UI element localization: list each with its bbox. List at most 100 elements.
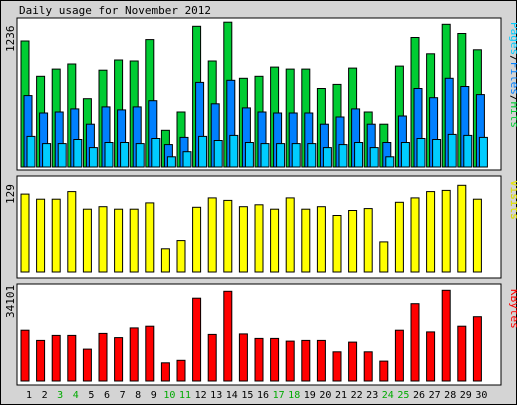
kbytes-bar [379, 360, 389, 382]
kbytes-bar [67, 334, 77, 382]
kbytes-bar [51, 334, 61, 382]
pages-bar [385, 156, 395, 168]
kbytes-bar [426, 331, 436, 382]
kbytes-bar [207, 333, 217, 382]
visits-bar [394, 201, 404, 273]
visits-bar [223, 199, 233, 273]
visits-bar [20, 193, 30, 273]
kbytes-bar [457, 325, 467, 382]
visits-bar [160, 248, 170, 273]
kbytes-bar [129, 327, 139, 382]
x-tick-label: 19 [304, 390, 316, 401]
visits-bar [114, 208, 124, 273]
kbytes-bar [301, 339, 311, 382]
x-tick-label: 1 [26, 390, 32, 401]
kbytes-bar [145, 325, 155, 382]
kbytes-bar [254, 337, 264, 382]
x-tick-label: 3 [57, 390, 63, 401]
pages-bar [229, 134, 239, 168]
kbytes-bar [223, 290, 233, 382]
visits-legend: Visits [508, 180, 517, 220]
visits-bar [441, 189, 451, 273]
pages-bar [307, 143, 317, 168]
pages-bar [120, 142, 130, 168]
pages-bar [198, 135, 208, 168]
x-tick-label: 26 [413, 390, 425, 401]
visits-bar [98, 206, 108, 273]
legend-sep-1: / [508, 55, 517, 62]
pages-bar [244, 142, 254, 168]
pages-bar [416, 138, 426, 168]
kbytes-legend: KBytes [508, 289, 517, 329]
x-tick-label: 12 [195, 390, 207, 401]
kbytes-bar [363, 351, 373, 382]
x-tick-label: 13 [210, 390, 222, 401]
visits-bar [348, 210, 358, 273]
pages-bar [166, 156, 176, 168]
hits-legend: Pages/Files/Hits [508, 22, 517, 128]
legend-sep-2: / [508, 95, 517, 102]
x-tick-label: 11 [179, 390, 191, 401]
kbytes-bar [441, 289, 451, 382]
visits-max-label: 129 [4, 184, 17, 204]
kbytes-bar [348, 341, 358, 382]
kbytes-bar [160, 362, 170, 382]
visits-bar [363, 208, 373, 273]
x-tick-label: 18 [288, 390, 300, 401]
kbytes-bar [285, 340, 295, 382]
x-tick-label: 17 [273, 390, 285, 401]
visits-bar [207, 197, 217, 273]
x-tick-label: 25 [397, 390, 409, 401]
visits-bar [301, 208, 311, 273]
visits-bar [192, 206, 202, 273]
kbytes-bar [238, 333, 248, 382]
kbytes-bar [332, 351, 342, 382]
legend-files: Files [508, 62, 517, 95]
kbytes-bar [316, 339, 326, 382]
visits-bar [270, 208, 280, 273]
x-tick-label: 7 [120, 390, 126, 401]
chart-title: Daily usage for November 2012 [19, 4, 212, 17]
visits-bar [410, 197, 420, 273]
pages-bar [135, 143, 145, 168]
pages-bar [260, 143, 270, 168]
pages-bar [26, 135, 36, 168]
x-tick-label: 24 [382, 390, 394, 401]
kbytes-bar [410, 303, 420, 382]
pages-bar [322, 147, 332, 168]
legend-hits: Hits [508, 102, 517, 129]
x-tick-label: 8 [135, 390, 141, 401]
visits-bar [285, 197, 295, 273]
visits-bar [36, 198, 46, 273]
pages-bar [88, 147, 98, 168]
pages-bar [42, 143, 52, 168]
pages-bar [432, 139, 442, 168]
x-tick-label: 5 [88, 390, 94, 401]
kbytes-bar [36, 339, 46, 382]
visits-bar [426, 191, 436, 273]
hits-max-label: 1236 [4, 26, 17, 53]
visits-bar [129, 208, 139, 273]
kbytes-bar [82, 348, 92, 382]
kbytes-bar [98, 332, 108, 382]
x-tick-label: 6 [104, 390, 110, 401]
pages-bar [73, 139, 83, 168]
kbytes-bar [114, 337, 124, 382]
x-tick-label: 21 [335, 390, 347, 401]
kbytes-bar [176, 359, 186, 382]
x-tick-label: 15 [241, 390, 253, 401]
pages-bar [478, 136, 488, 168]
x-tick-label: 14 [226, 390, 238, 401]
visits-bar [82, 208, 92, 273]
pages-bar [354, 142, 364, 168]
pages-bar [291, 143, 301, 168]
visits-bar [379, 241, 389, 273]
x-tick-label: 23 [366, 390, 378, 401]
visits-bar [176, 240, 186, 273]
visits-bar [254, 204, 264, 273]
x-tick-label: 30 [475, 390, 487, 401]
x-tick-label: 28 [444, 390, 456, 401]
visits-bar [316, 206, 326, 273]
pages-bar [151, 138, 161, 168]
